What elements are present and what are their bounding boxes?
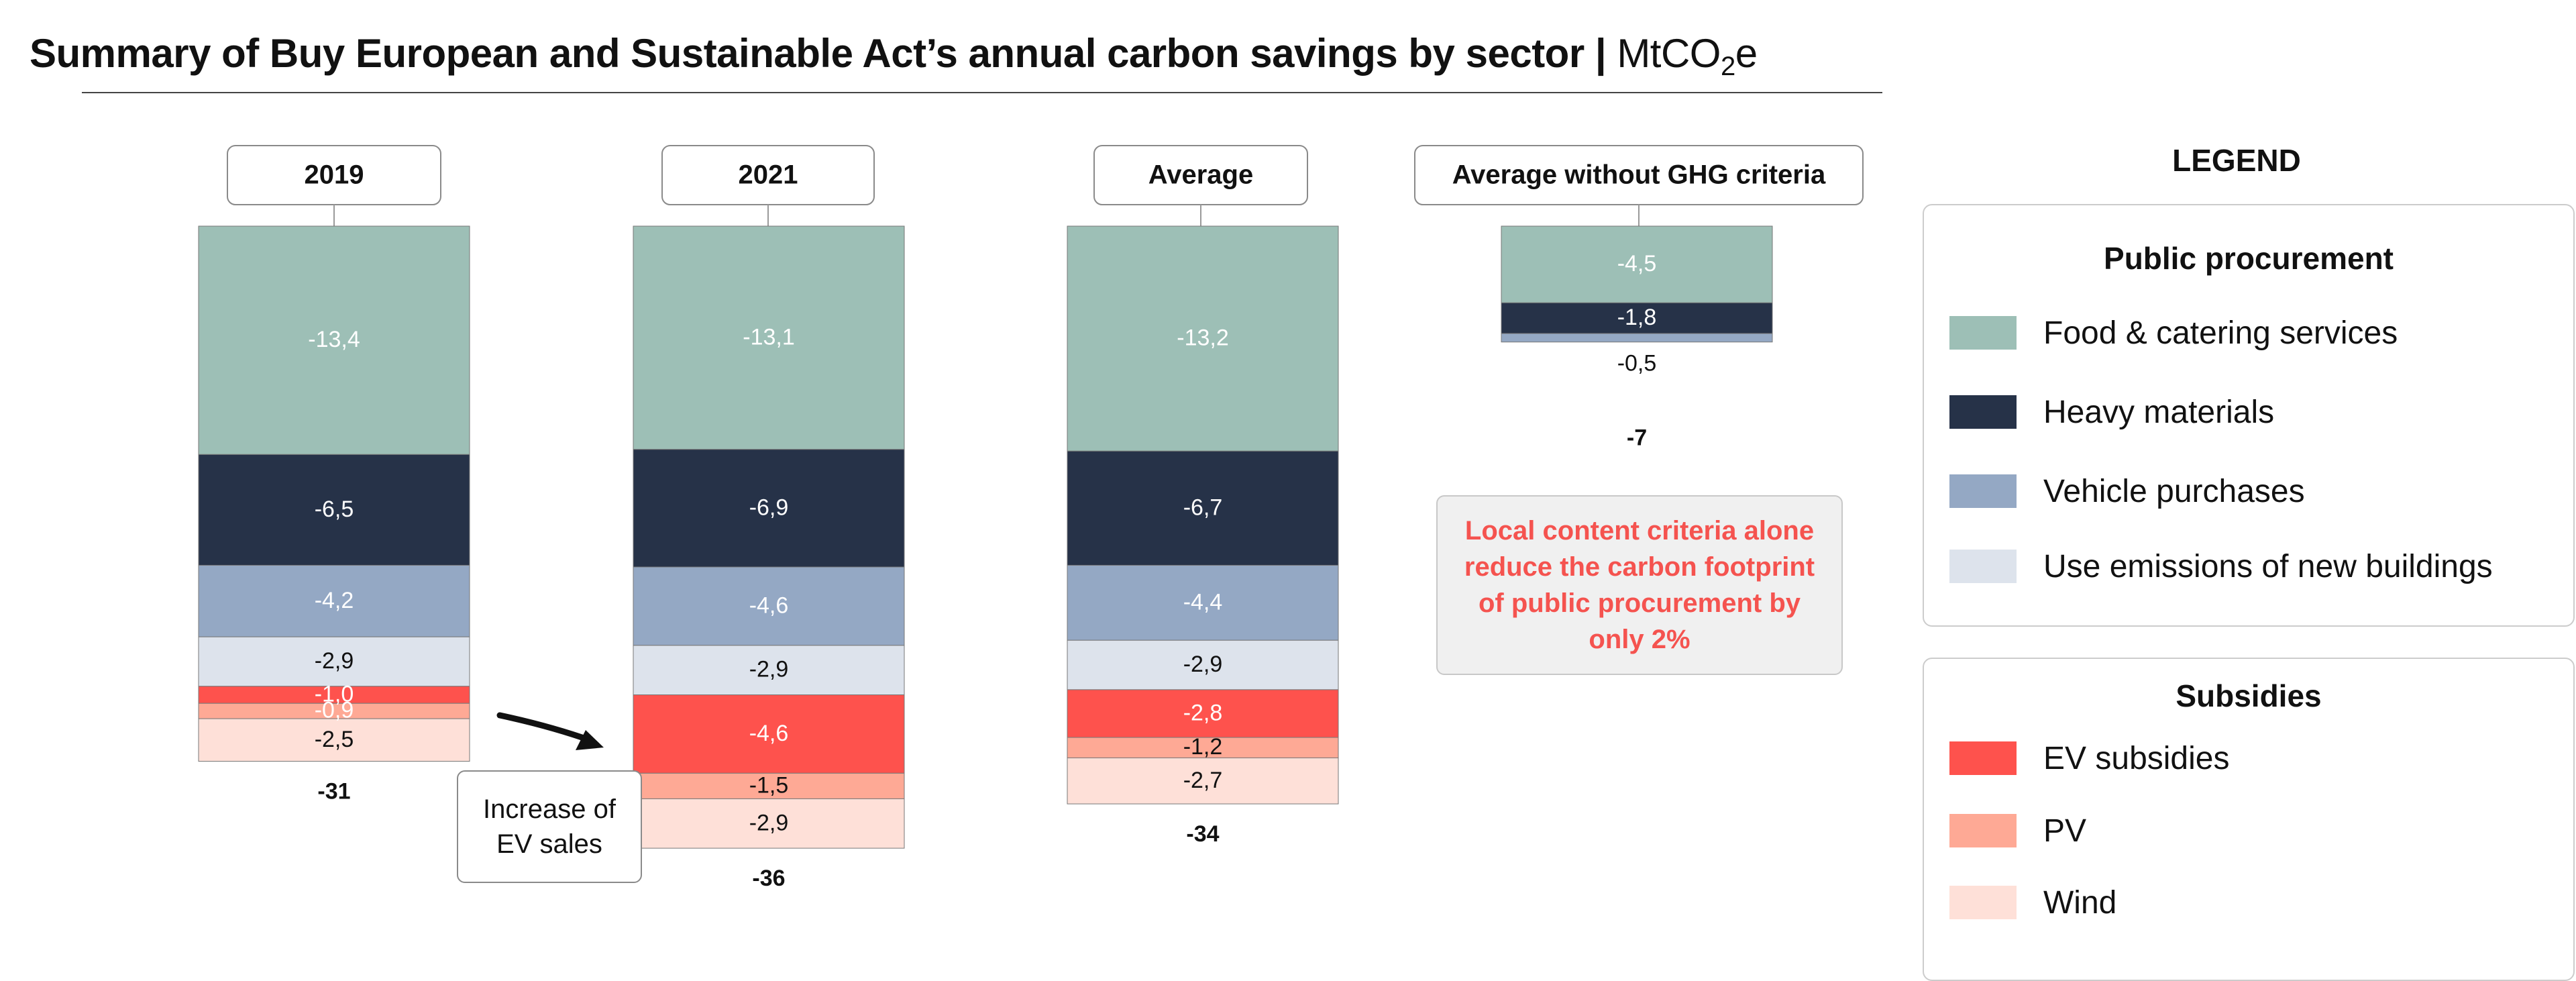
legend-item-wind: Wind xyxy=(1949,882,2116,923)
bar-segment-vehicle xyxy=(1067,564,1339,641)
segment-label-wind: -2,9 xyxy=(749,810,789,835)
ev-arrowhead xyxy=(576,730,604,750)
legend-label: Food & catering services xyxy=(2043,315,2398,351)
column-header-label: Average without GHG criteria xyxy=(1452,160,1826,190)
bar-segment-wind xyxy=(1067,757,1339,805)
segment-label-wind: -2,5 xyxy=(315,727,354,752)
legend-label: Use emissions of new buildings xyxy=(2043,548,2493,584)
column-header-label: 2019 xyxy=(305,160,364,190)
segment-label-heavy: -6,5 xyxy=(315,497,354,522)
bar-segment-wind xyxy=(198,718,470,762)
bar-total-label: -7 xyxy=(1627,425,1647,451)
segment-label-heavy: -6,7 xyxy=(1183,495,1223,520)
chart-title: Summary of Buy European and Sustainable … xyxy=(30,20,1758,87)
legend-group-public-procurement: Public procurement Food & catering servi… xyxy=(1923,204,2575,627)
legend-swatch-wind xyxy=(1949,886,2017,919)
segment-label-ev: -1,0 xyxy=(315,681,354,707)
legend-item-heavy: Heavy materials xyxy=(1949,392,2274,432)
legend-swatch-heavy xyxy=(1949,395,2017,429)
bar-segment-buildings xyxy=(1067,639,1339,690)
segment-label-food: -13,4 xyxy=(308,327,360,352)
unit-subscript: 2 xyxy=(1720,52,1735,81)
segment-label-ev: -2,8 xyxy=(1183,700,1223,725)
segment-label-vehicle: -4,4 xyxy=(1183,589,1223,615)
bar-segment-vehicle xyxy=(1501,333,1773,343)
legend-label: PV xyxy=(2043,813,2087,849)
legend-group-title: Public procurement xyxy=(2104,241,2394,276)
bar-segment-food xyxy=(198,225,470,455)
legend-item-ev: EV subsidies xyxy=(1949,738,2229,778)
bar-segment-buildings xyxy=(198,636,470,687)
bar-segment-food xyxy=(633,225,905,450)
callout-box: Local content criteria alone reduce the … xyxy=(1436,495,1843,675)
bar-segment-buildings xyxy=(633,645,905,696)
bar-total-label: -34 xyxy=(1186,821,1219,847)
bar-segment-heavy xyxy=(633,449,905,568)
bar-segment-ev xyxy=(1067,689,1339,738)
segment-label-vehicle: -4,6 xyxy=(749,592,789,618)
bar-segment-ev xyxy=(198,686,470,704)
legend-label: Wind xyxy=(2043,884,2117,921)
segment-label-buildings: -2,9 xyxy=(315,648,354,674)
bar-segment-wind xyxy=(633,798,905,849)
title-main: Summary of Buy European and Sustainable … xyxy=(30,31,1607,76)
legend-group-title: Subsidies xyxy=(2176,678,2322,713)
segment-label-heavy: -1,8 xyxy=(1617,305,1657,330)
segment-label-food: -13,1 xyxy=(743,324,795,350)
legend-swatch-pv xyxy=(1949,814,2017,847)
bar-segment-heavy xyxy=(1067,450,1339,566)
segment-label-pv: -0,9 xyxy=(315,698,354,723)
bar-total-label: -31 xyxy=(317,779,350,805)
legend-swatch-buildings xyxy=(1949,550,2017,583)
unit-prefix: MtCO xyxy=(1617,31,1721,76)
unit-suffix: e xyxy=(1735,31,1758,76)
segment-label-vehicle: -4,2 xyxy=(315,588,354,613)
legend-swatch-vehicle xyxy=(1949,474,2017,508)
title-unit: MtCO2e xyxy=(1617,31,1758,80)
column-header-label: Average xyxy=(1148,160,1253,190)
segment-label-ev: -4,6 xyxy=(749,721,789,746)
bar-segment-vehicle xyxy=(198,564,470,637)
segment-label-heavy: -6,9 xyxy=(749,495,789,520)
bar-segment-pv xyxy=(633,772,905,799)
bar-segment-ev xyxy=(633,694,905,774)
segment-label-pv: -1,2 xyxy=(1183,734,1223,760)
bar-segment-heavy xyxy=(198,454,470,566)
legend-title: LEGEND xyxy=(2172,143,2301,178)
bar-segment-heavy xyxy=(1501,302,1773,334)
legend-label: EV subsidies xyxy=(2043,740,2230,776)
legend-group-subsidies: Subsidies EV subsidies PV Wind xyxy=(1923,658,2575,981)
legend-item-vehicle: Vehicle purchases xyxy=(1949,471,2305,511)
segment-label-vehicle: -0,5 xyxy=(1617,351,1657,376)
legend-swatch-ev xyxy=(1949,741,2017,775)
legend-item-buildings: Use emissions of new buildings xyxy=(1949,546,2493,586)
ev-sales-note: Increase of EV sales xyxy=(457,770,642,883)
title-divider xyxy=(82,92,1882,93)
legend-item-pv: PV xyxy=(1949,811,2086,851)
column-header-label: 2021 xyxy=(739,160,798,190)
segment-label-buildings: -2,9 xyxy=(749,657,789,682)
segment-label-buildings: -2,9 xyxy=(1183,652,1223,677)
bar-segment-vehicle xyxy=(633,566,905,646)
legend-label: Heavy materials xyxy=(2043,394,2275,430)
bar-total-label: -36 xyxy=(752,866,785,891)
legend-label: Vehicle purchases xyxy=(2043,473,2305,509)
legend-item-food: Food & catering services xyxy=(1949,313,2398,353)
segment-label-food: -4,5 xyxy=(1617,251,1657,276)
segment-label-food: -13,2 xyxy=(1177,325,1229,351)
segment-label-pv: -1,5 xyxy=(749,772,789,798)
segment-label-wind: -2,7 xyxy=(1183,768,1223,793)
ev-arrow xyxy=(496,712,595,744)
legend-swatch-food xyxy=(1949,316,2017,350)
